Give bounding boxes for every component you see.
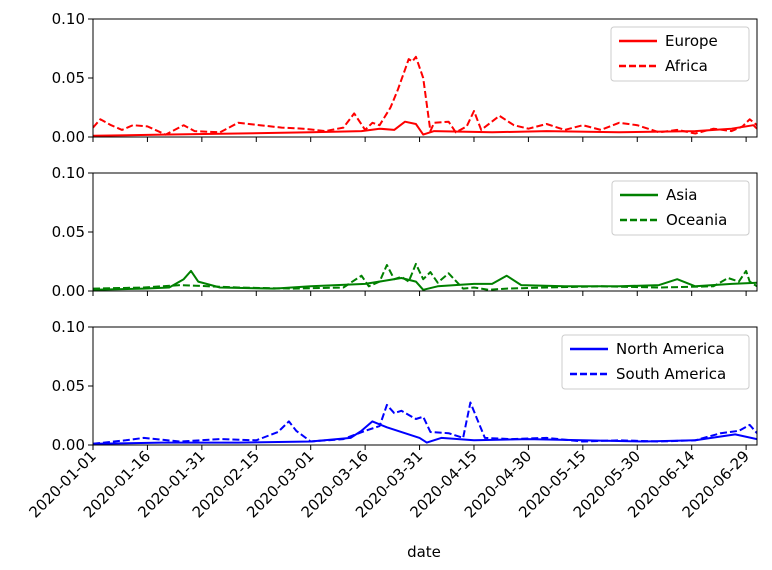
legend-label: Asia <box>666 186 697 204</box>
x-axis: 2020-01-012020-01-162020-01-312020-02-15… <box>25 447 752 521</box>
plot-frame <box>92 172 758 292</box>
legend: Asia Oceania <box>611 180 750 236</box>
legend-label: Europe <box>665 32 718 50</box>
y-tick-label: 0.00 <box>52 436 85 454</box>
y-tick-label: 0.10 <box>52 318 85 336</box>
series-line-europe <box>93 120 757 137</box>
legend-label: Africa <box>665 57 708 75</box>
y-tick-label: 0.00 <box>52 128 85 146</box>
legend-box <box>561 334 750 390</box>
y-tick-label: 0.10 <box>52 164 85 182</box>
series-layer <box>93 55 757 137</box>
legend: Europe Africa <box>610 26 750 82</box>
legend-label: North America <box>616 340 725 358</box>
legend-label: South America <box>616 365 726 383</box>
legend: North America South America <box>561 334 750 390</box>
series-layer <box>93 262 757 291</box>
y-tick-label: 0.00 <box>52 282 85 300</box>
panel-3: 0.00 0.05 0.10 North America South America <box>52 318 758 454</box>
series-line-asia <box>93 269 757 291</box>
legend-label: Oceania <box>666 211 727 229</box>
series-layer <box>93 401 757 445</box>
panel-1: 0.00 0.05 0.10 Europe Africa <box>52 10 758 146</box>
y-tick-label: 0.10 <box>52 10 85 28</box>
panel-2: 0.00 0.05 0.10 Asia Oceania <box>52 164 758 300</box>
y-tick-label: 0.05 <box>52 223 85 241</box>
plot-frame <box>92 326 758 446</box>
plot-frame <box>92 18 758 138</box>
series-line-oceania <box>93 262 757 291</box>
x-axis-label: date <box>407 543 441 561</box>
series-line-africa <box>93 55 757 136</box>
y-tick-label: 0.05 <box>52 377 85 395</box>
y-tick-label: 0.05 <box>52 69 85 87</box>
series-line-south-america <box>93 401 757 445</box>
panels-layer: 0.00 0.05 0.10 Europe Africa 0.00 0.05 0.10 Asia… <box>52 10 758 454</box>
